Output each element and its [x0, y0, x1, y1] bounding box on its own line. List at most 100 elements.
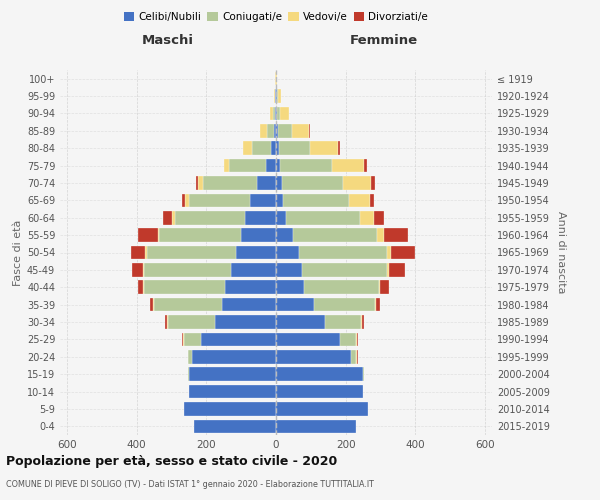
Bar [189, 194, 250, 207]
Bar [278, 124, 292, 138]
Bar [340, 332, 356, 346]
Bar [374, 211, 384, 224]
Bar [276, 402, 368, 415]
Bar [276, 315, 325, 329]
Bar [304, 280, 379, 294]
Bar [286, 211, 359, 224]
Bar [363, 368, 364, 381]
Bar [188, 368, 189, 381]
Bar [159, 228, 241, 242]
Bar [276, 194, 283, 207]
Bar [224, 159, 229, 172]
Y-axis label: Fasce di età: Fasce di età [13, 220, 23, 286]
Bar [197, 176, 203, 190]
Bar [275, 90, 276, 103]
Bar [338, 142, 340, 155]
Bar [310, 142, 338, 155]
Bar [251, 142, 271, 155]
Bar [137, 280, 143, 294]
Bar [145, 246, 147, 260]
Bar [276, 90, 277, 103]
Bar [351, 350, 356, 364]
Bar [201, 332, 276, 346]
Bar [292, 124, 309, 138]
Bar [277, 90, 278, 103]
Bar [276, 106, 277, 120]
Bar [343, 176, 371, 190]
Bar [325, 315, 361, 329]
Bar [278, 90, 281, 103]
Bar [349, 194, 370, 207]
Bar [283, 194, 349, 207]
Bar [250, 194, 276, 207]
Bar [356, 332, 357, 346]
Bar [231, 263, 276, 276]
Bar [276, 298, 314, 312]
Bar [293, 228, 377, 242]
Bar [362, 315, 364, 329]
Bar [275, 106, 276, 120]
Bar [276, 228, 293, 242]
Bar [182, 332, 183, 346]
Bar [226, 280, 276, 294]
Bar [189, 368, 276, 381]
Bar [194, 420, 276, 433]
Bar [388, 246, 391, 260]
Text: Femmine: Femmine [350, 34, 418, 48]
Bar [175, 211, 245, 224]
Bar [274, 90, 275, 103]
Bar [143, 263, 231, 276]
Bar [185, 194, 189, 207]
Bar [314, 298, 375, 312]
Bar [361, 315, 362, 329]
Bar [131, 246, 145, 260]
Bar [271, 106, 273, 120]
Bar [302, 263, 388, 276]
Bar [184, 402, 276, 415]
Bar [150, 298, 154, 312]
Text: Popolazione per età, sesso e stato civile - 2020: Popolazione per età, sesso e stato civil… [6, 455, 337, 468]
Bar [183, 332, 184, 346]
Bar [273, 106, 275, 120]
Bar [276, 332, 340, 346]
Bar [276, 385, 363, 398]
Bar [276, 263, 302, 276]
Bar [267, 124, 274, 138]
Bar [236, 246, 276, 260]
Bar [260, 124, 267, 138]
Bar [276, 124, 278, 138]
Bar [229, 159, 266, 172]
Bar [276, 211, 286, 224]
Bar [357, 350, 358, 364]
Bar [376, 298, 380, 312]
Bar [271, 142, 276, 155]
Bar [377, 228, 384, 242]
Bar [282, 176, 343, 190]
Bar [266, 159, 276, 172]
Bar [182, 194, 185, 207]
Bar [276, 159, 280, 172]
Bar [132, 263, 143, 276]
Bar [356, 350, 357, 364]
Bar [241, 228, 276, 242]
Bar [158, 228, 159, 242]
Bar [172, 211, 175, 224]
Bar [215, 315, 276, 329]
Bar [375, 298, 376, 312]
Bar [276, 368, 363, 381]
Bar [164, 315, 167, 329]
Bar [276, 280, 304, 294]
Bar [143, 280, 226, 294]
Bar [280, 159, 332, 172]
Bar [245, 211, 276, 224]
Bar [188, 350, 193, 364]
Bar [280, 106, 289, 120]
Bar [184, 332, 201, 346]
Bar [203, 176, 257, 190]
Bar [332, 159, 364, 172]
Bar [139, 228, 158, 242]
Bar [274, 124, 276, 138]
Bar [384, 228, 409, 242]
Bar [389, 263, 405, 276]
Bar [189, 385, 276, 398]
